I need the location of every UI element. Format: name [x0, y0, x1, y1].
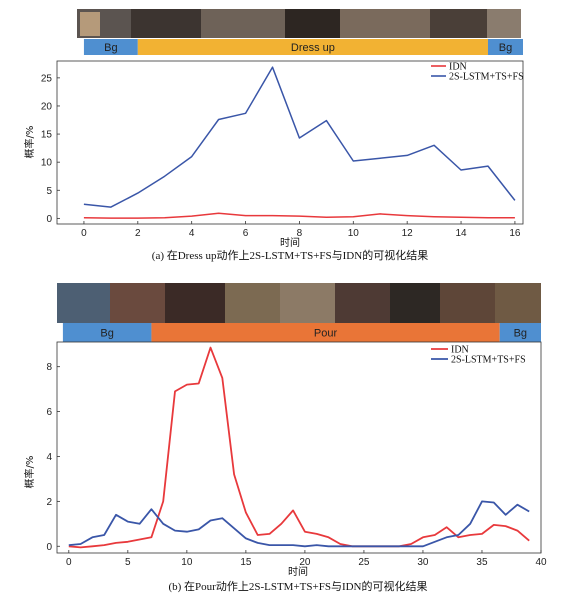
video-frame-strip-a: [77, 9, 521, 38]
series-lines-a: [83, 66, 516, 219]
x-tick-label: 10: [181, 557, 193, 568]
x-tick-label: 30: [417, 557, 429, 568]
y-tick-label: 2: [46, 497, 52, 508]
series-lines-b: [68, 346, 530, 549]
segment-label: Bg: [100, 328, 113, 340]
x-tick-label: 16: [509, 228, 521, 239]
x-tick-label: 35: [476, 557, 488, 568]
legend-idn-label-b: IDN: [451, 345, 469, 356]
series-line-idn: [68, 346, 530, 549]
x-tick-label: 20: [299, 557, 311, 568]
x-tick-label: 12: [402, 228, 414, 239]
plot-area-a: [56, 60, 524, 225]
y-tick-label: 10: [41, 158, 53, 169]
y-tick-label: 20: [41, 101, 53, 112]
y-tick-label: 15: [41, 130, 53, 141]
segment-label: Pour: [314, 328, 338, 340]
legend-lstm-label-b: 2S-LSTM+TS+FS: [451, 355, 526, 366]
x-tick-label: 0: [66, 557, 72, 568]
y-tick-label: 4: [46, 452, 52, 463]
segment-pour: [151, 323, 500, 342]
x-tick-label: 0: [81, 228, 87, 239]
x-tick-label: 5: [125, 557, 131, 568]
x-tick-label: 25: [358, 557, 370, 568]
legend-idn-label-a: IDN: [449, 62, 467, 73]
y-axis-label-a: 概率/%: [23, 126, 36, 159]
segment-dress-up: [137, 39, 488, 55]
y-tick-label: 6: [46, 407, 52, 418]
y-axis-label-b: 概率/%: [23, 456, 36, 489]
x-axis-label-b: 时间: [288, 565, 308, 578]
panel-a: Bg Dress up Bg 0 2 4 6 8 10 12 14 16 0 5 10 15 20 25 IDN…: [23, 9, 524, 262]
segment-label: Bg: [104, 42, 117, 54]
x-tick-label: 4: [189, 228, 195, 239]
y-tick-label: 5: [46, 186, 52, 197]
segment-bg: [62, 323, 152, 342]
segment-bar-a: Bg Dress up Bg: [83, 39, 523, 55]
series-line-idn: [83, 212, 515, 219]
legend-a: IDN 2S-LSTM+TS+FS: [431, 62, 524, 83]
plot-area-b: [56, 341, 542, 554]
series-line-lstm: [68, 500, 530, 548]
y-tick-label: 25: [41, 73, 53, 84]
x-tick-label: 10: [348, 228, 360, 239]
legend-b: IDN 2S-LSTM+TS+FS: [431, 345, 526, 366]
axes-a: 0 2 4 6 8 10 12 14 16 0 5 10 15 20 25: [41, 73, 521, 239]
panel-b: Bg Pour Bg 0 5 10 15 20 25 30 35 40 0 2 4 6 8 IDN 2S-LS…: [23, 283, 547, 593]
segment-label: Dress up: [291, 42, 335, 54]
segment-label: Bg: [499, 42, 512, 54]
y-tick-label: 0: [46, 214, 52, 225]
x-axis-label-a: 时间: [280, 236, 300, 249]
segment-bg: [499, 323, 541, 342]
x-tick-label: 40: [535, 557, 547, 568]
segment-label: Bg: [514, 328, 527, 340]
x-tick-label: 2: [135, 228, 141, 239]
segment-bar-b: Bg Pour Bg: [62, 323, 541, 342]
video-frame-strip-b: [57, 283, 541, 323]
x-tick-label: 8: [297, 228, 303, 239]
caption-a: (a) 在Dress up动作上2S-LSTM+TS+FS与IDN的可视化结果: [152, 248, 428, 262]
segment-bg: [83, 39, 138, 55]
axes-b: 0 5 10 15 20 25 30 35 40 0 2 4 6 8: [46, 362, 547, 568]
x-tick-label: 6: [243, 228, 249, 239]
x-tick-label: 15: [240, 557, 252, 568]
y-tick-label: 8: [46, 362, 52, 373]
segment-bg: [487, 39, 523, 55]
legend-lstm-label-a: 2S-LSTM+TS+FS: [449, 72, 524, 83]
x-tick-label: 14: [455, 228, 467, 239]
series-line-lstm: [83, 66, 516, 208]
y-tick-label: 0: [46, 542, 52, 553]
caption-b: (b) 在Pour动作上2S-LSTM+TS+FS与IDN的可视化结果: [168, 579, 427, 593]
